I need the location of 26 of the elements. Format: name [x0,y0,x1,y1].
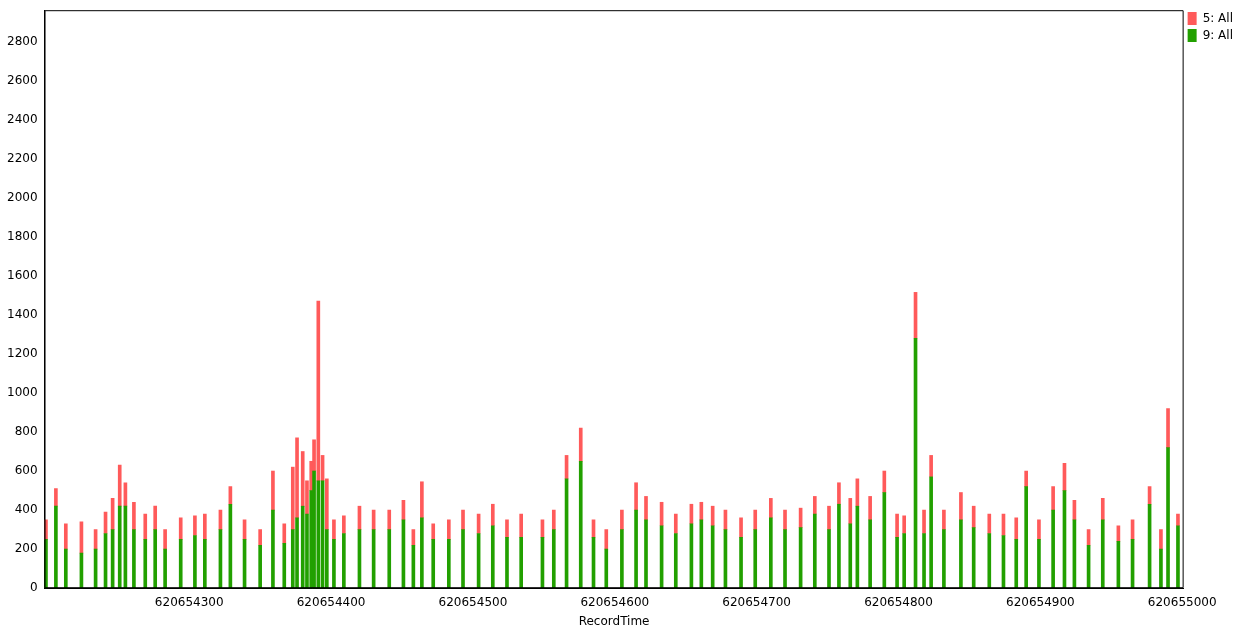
y-tick-label: 2400 [6,111,38,126]
y-tick-label: 400 [14,502,38,517]
y-tick-label: 0 [29,580,38,595]
y-tick-label: 1800 [6,228,38,243]
legend-label: 9: All [1202,27,1234,42]
y-tick-label: 1200 [6,346,38,360]
x-axis-title: RecordTime [578,613,650,628]
y-tick-label: 1000 [6,385,38,400]
y-tick-label: 2800 [6,33,38,48]
legend-label: 5: All [1202,10,1234,25]
y-tick-label: 2600 [6,72,38,87]
x-tick-label: 620654700 [722,594,792,609]
x-tick-label: 620654800 [864,594,933,609]
y-tick-label: 200 [14,541,38,556]
x-tick-label: 620654300 [154,594,224,609]
y-tick-label: 2000 [6,189,38,204]
x-tick-label: 620654500 [438,594,508,609]
y-tick-label: 2200 [6,150,38,165]
x-tick-label: 620655000 [1147,594,1217,609]
x-tick-label: 620654900 [1006,594,1075,609]
y-tick-label: 600 [14,463,38,478]
y-tick-label: 1400 [6,306,38,321]
x-tick-label: 620654400 [296,594,366,609]
x-tick-label: 620654600 [580,594,650,609]
y-tick-label: 800 [14,424,38,439]
y-tick-label: 1600 [6,267,38,282]
